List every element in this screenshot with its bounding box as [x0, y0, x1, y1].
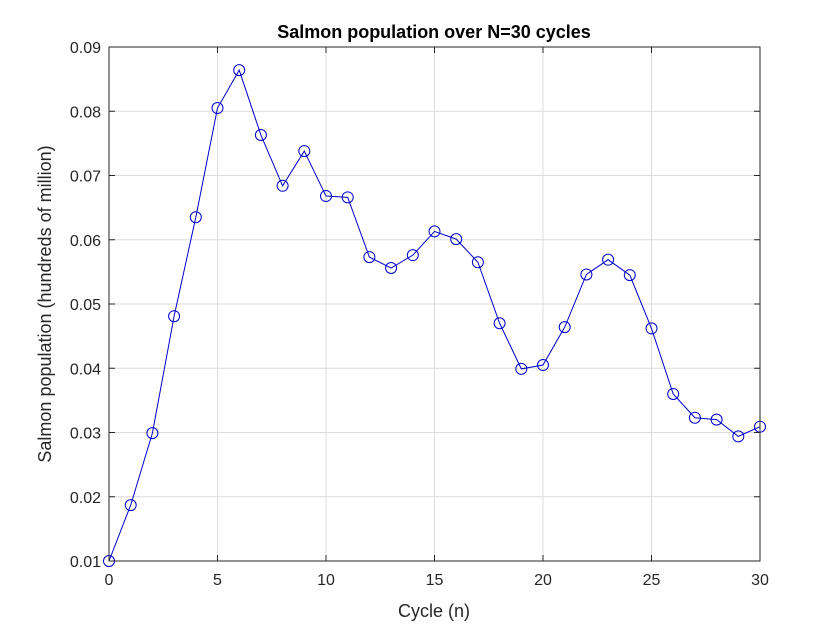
- data-point: [406, 249, 419, 262]
- y-tick-label: 0.06: [70, 233, 101, 250]
- data-point: [558, 321, 571, 334]
- y-tick-label: 0.05: [70, 297, 101, 314]
- data-point: [515, 362, 528, 375]
- x-tick-label: 0: [105, 572, 114, 589]
- data-point: [428, 225, 441, 238]
- data-point: [602, 253, 615, 266]
- x-tick-label: 15: [426, 572, 444, 589]
- data-point: [320, 190, 332, 203]
- data-point: [233, 64, 246, 77]
- data-point: [580, 268, 593, 281]
- data-point: [493, 317, 506, 330]
- data-point: [537, 359, 549, 372]
- data-point: [667, 387, 680, 400]
- data-point: [710, 413, 723, 426]
- data-point: [688, 411, 701, 424]
- y-tick-label: 0.03: [70, 426, 101, 443]
- data-point: [471, 256, 484, 269]
- data-point: [124, 499, 137, 512]
- x-tick-label: 25: [643, 572, 661, 589]
- x-tick-label: 5: [213, 572, 222, 589]
- x-tick-label: 10: [317, 572, 335, 589]
- series-layer: [103, 64, 766, 567]
- data-point: [211, 102, 224, 115]
- data-point: [363, 251, 376, 264]
- data-point: [450, 233, 463, 246]
- data-point: [254, 129, 267, 142]
- y-axis-label: Salmon population (hundreds of million): [35, 145, 55, 462]
- data-point: [146, 427, 159, 440]
- x-tick-label: 30: [751, 572, 769, 589]
- data-point: [732, 430, 745, 443]
- data-point: [341, 191, 354, 204]
- y-tick-label: 0.01: [70, 554, 101, 571]
- x-axis-label: Cycle (n): [398, 601, 470, 621]
- data-point: [168, 310, 181, 323]
- x-tick-label: 20: [534, 572, 552, 589]
- chart-title: Salmon population over N=30 cycles: [277, 22, 591, 42]
- data-point: [298, 145, 311, 158]
- data-point: [645, 322, 658, 335]
- data-point: [276, 179, 289, 192]
- y-tick-label: 0.07: [70, 169, 101, 186]
- data-point: [385, 262, 398, 275]
- data-point: [623, 269, 636, 282]
- y-tick-label: 0.04: [70, 361, 101, 378]
- y-tick-label: 0.08: [70, 104, 101, 121]
- ticks-layer: 0 5 10 15 20 25 30 0.01 0.02 0.03 0.04 0.05 0.06 0.07…: [70, 40, 769, 589]
- y-tick-label: 0.09: [70, 40, 101, 57]
- y-tick-label: 0.02: [70, 490, 101, 507]
- series-line: [108, 68, 761, 562]
- data-point: [189, 211, 202, 224]
